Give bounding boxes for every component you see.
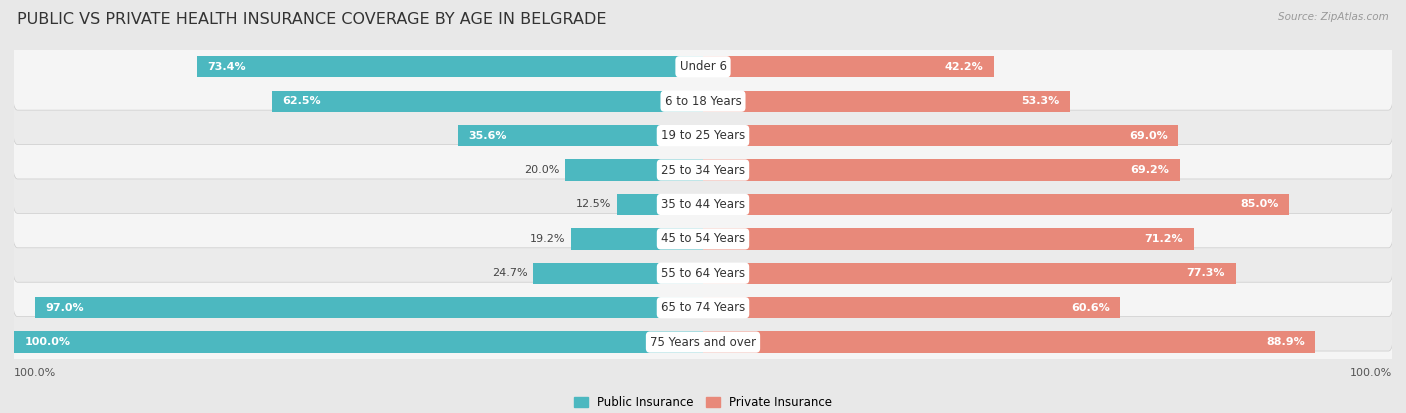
Bar [458, 125, 703, 146]
Text: 65 to 74 Years: 65 to 74 Years [661, 301, 745, 314]
FancyBboxPatch shape [13, 299, 1393, 385]
Bar [571, 228, 703, 249]
Text: Under 6: Under 6 [679, 60, 727, 73]
Text: 6 to 18 Years: 6 to 18 Years [665, 95, 741, 108]
Bar [703, 159, 1180, 181]
Text: 69.2%: 69.2% [1130, 165, 1170, 175]
Bar [35, 297, 703, 318]
Bar [533, 263, 703, 284]
FancyBboxPatch shape [13, 195, 1393, 282]
Text: 71.2%: 71.2% [1144, 234, 1184, 244]
Text: 19 to 25 Years: 19 to 25 Years [661, 129, 745, 142]
Text: 35.6%: 35.6% [468, 131, 506, 140]
Text: 100.0%: 100.0% [24, 337, 70, 347]
FancyBboxPatch shape [13, 24, 1393, 110]
Bar [703, 297, 1121, 318]
Bar [703, 125, 1178, 146]
Text: 42.2%: 42.2% [945, 62, 983, 72]
Text: 45 to 54 Years: 45 to 54 Years [661, 233, 745, 245]
Bar [703, 331, 1316, 353]
Text: 85.0%: 85.0% [1240, 199, 1278, 209]
Text: 73.4%: 73.4% [208, 62, 246, 72]
Text: 53.3%: 53.3% [1022, 96, 1060, 106]
Text: PUBLIC VS PRIVATE HEALTH INSURANCE COVERAGE BY AGE IN BELGRADE: PUBLIC VS PRIVATE HEALTH INSURANCE COVER… [17, 12, 606, 27]
FancyBboxPatch shape [13, 127, 1393, 214]
Text: 20.0%: 20.0% [524, 165, 560, 175]
Bar [565, 159, 703, 181]
Text: 97.0%: 97.0% [45, 303, 84, 313]
Legend: Public Insurance, Private Insurance: Public Insurance, Private Insurance [574, 396, 832, 409]
Text: 25 to 34 Years: 25 to 34 Years [661, 164, 745, 176]
Bar [703, 228, 1194, 249]
Bar [703, 194, 1289, 215]
FancyBboxPatch shape [13, 230, 1393, 317]
Bar [703, 90, 1070, 112]
Text: 60.6%: 60.6% [1071, 303, 1111, 313]
Text: 75 Years and over: 75 Years and over [650, 336, 756, 349]
Text: 19.2%: 19.2% [530, 234, 565, 244]
Text: 100.0%: 100.0% [14, 368, 56, 378]
Text: 62.5%: 62.5% [283, 96, 322, 106]
Bar [14, 331, 703, 353]
FancyBboxPatch shape [13, 92, 1393, 179]
FancyBboxPatch shape [13, 264, 1393, 351]
Text: 77.3%: 77.3% [1187, 268, 1225, 278]
Bar [197, 56, 703, 78]
Text: 35 to 44 Years: 35 to 44 Years [661, 198, 745, 211]
Text: 55 to 64 Years: 55 to 64 Years [661, 267, 745, 280]
Bar [617, 194, 703, 215]
Text: Source: ZipAtlas.com: Source: ZipAtlas.com [1278, 12, 1389, 22]
Bar [273, 90, 703, 112]
Text: 24.7%: 24.7% [492, 268, 527, 278]
Bar [703, 56, 994, 78]
Text: 12.5%: 12.5% [576, 199, 612, 209]
FancyBboxPatch shape [13, 58, 1393, 145]
Text: 69.0%: 69.0% [1129, 131, 1168, 140]
FancyBboxPatch shape [13, 161, 1393, 248]
Text: 100.0%: 100.0% [1350, 368, 1392, 378]
Bar [703, 263, 1236, 284]
Text: 88.9%: 88.9% [1267, 337, 1305, 347]
